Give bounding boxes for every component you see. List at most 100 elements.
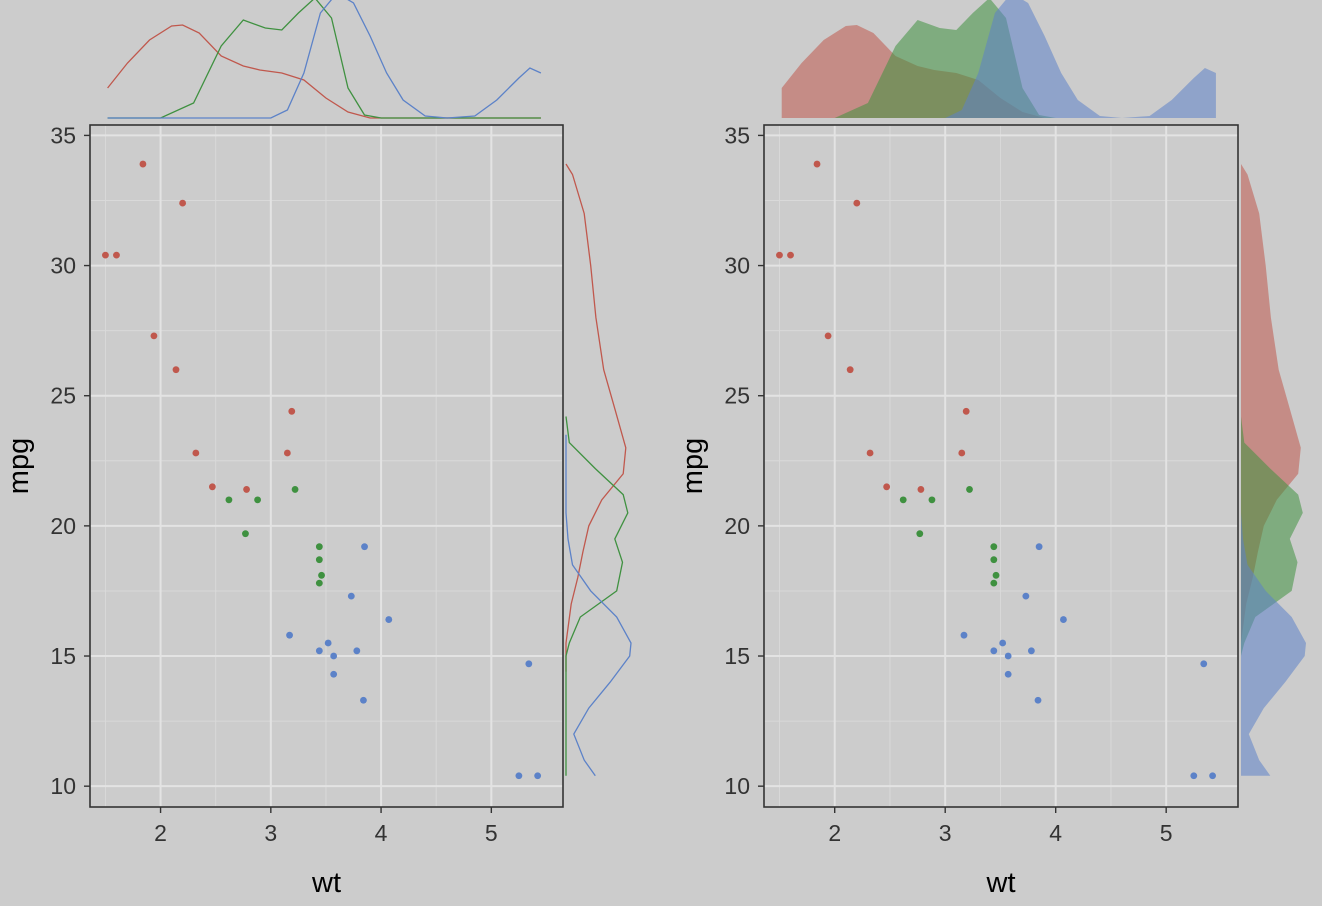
data-point-series-0 (824, 332, 832, 340)
data-point-series-2 (534, 772, 542, 780)
x-axis-title: wt (311, 867, 341, 899)
x-tick-label: 5 (1160, 820, 1173, 846)
data-point-series-2 (324, 639, 332, 647)
x-tick-label: 2 (828, 820, 841, 846)
data-point-series-0 (283, 449, 291, 457)
data-point-series-0 (150, 332, 158, 340)
y-tick-label: 15 (724, 643, 750, 669)
plot-panel (90, 125, 563, 807)
data-point-series-1 (318, 571, 325, 579)
data-point-series-0 (813, 160, 821, 168)
data-point-series-1 (928, 496, 936, 504)
y-axis-title: mpg (3, 438, 35, 494)
plot-right: 2 3 4 5 10 15 20 25 30 35 wt mpg (677, 0, 1306, 899)
x-tick-label: 3 (264, 820, 277, 846)
data-point-series-2 (315, 647, 323, 655)
y-tick-label: 20 (724, 513, 750, 539)
panel-border (89, 124, 564, 808)
grid-lines (764, 125, 1238, 807)
x-axis-title: wt (986, 867, 1016, 899)
y-tick-label: 25 (50, 383, 76, 409)
x-tick-label: 5 (485, 820, 498, 846)
data-point-series-1 (225, 496, 233, 504)
y-tick-label: 30 (50, 253, 76, 279)
data-point-series-0 (179, 199, 187, 207)
data-point-series-0 (846, 366, 854, 374)
data-point-series-1 (992, 571, 1000, 579)
data-point-series-2 (990, 647, 998, 655)
data-point-series-1 (990, 543, 998, 551)
y-tick-label: 35 (724, 122, 750, 148)
data-point-series-0 (958, 449, 966, 457)
data-point-series-0 (853, 199, 861, 207)
top-density-line-series-1 (107, 0, 541, 119)
data-point-series-2 (1034, 696, 1042, 704)
top-density-line-series-0 (107, 24, 541, 119)
data-point-series-1 (966, 486, 973, 493)
data-point-series-2 (1004, 670, 1012, 678)
data-point-series-2 (385, 616, 393, 623)
y-tick-label: 10 (724, 773, 750, 799)
right-density-line-series-0 (565, 163, 627, 672)
data-point-series-2 (330, 652, 338, 660)
data-point-series-2 (525, 660, 533, 668)
right-density-area-series-1 (1241, 416, 1303, 776)
data-point-series-2 (1209, 772, 1216, 780)
data-point-series-2 (960, 631, 968, 639)
data-point-series-2 (999, 639, 1007, 647)
x-tick-label: 4 (1049, 820, 1062, 846)
data-point-series-1 (916, 530, 924, 538)
data-point-series-2 (1027, 647, 1035, 655)
data-point-series-1 (315, 556, 323, 564)
top-density-area-series-2 (781, 0, 1216, 118)
data-point-series-1 (291, 486, 299, 493)
data-point-series-2 (1022, 592, 1030, 600)
y-tick-label: 15 (50, 643, 76, 669)
right-density-area-series-2 (1241, 434, 1306, 776)
y-tick-label: 25 (724, 383, 750, 409)
data-point-series-2 (286, 631, 293, 639)
data-point-series-0 (917, 486, 925, 493)
data-point-series-1 (242, 530, 249, 538)
data-point-series-2 (360, 696, 367, 704)
data-point-series-2 (347, 592, 355, 600)
data-point-series-2 (515, 772, 523, 780)
data-point-series-2 (361, 543, 368, 551)
data-point-series-1 (899, 496, 907, 504)
x-tick-label: 2 (154, 820, 167, 846)
data-point-series-2 (1190, 772, 1198, 780)
data-point-series-0 (243, 486, 250, 493)
right-density-line-series-2 (565, 434, 632, 777)
x-tick-label: 3 (939, 820, 952, 846)
grid-lines (90, 125, 563, 807)
panel-border (763, 124, 1239, 808)
data-point-series-2 (1200, 660, 1208, 668)
data-point-series-0 (139, 160, 147, 168)
data-point-series-0 (883, 483, 891, 491)
data-point-series-0 (102, 251, 109, 259)
data-point-series-0 (776, 251, 783, 259)
y-tick-label: 30 (724, 253, 750, 279)
data-point-series-1 (315, 579, 323, 587)
y-tick-label: 35 (50, 122, 76, 148)
y-tick-label: 10 (50, 773, 76, 799)
data-point-series-0 (208, 483, 216, 491)
data-point-series-2 (1060, 616, 1067, 623)
data-point-series-1 (990, 579, 998, 587)
right-density-line-series-1 (565, 416, 629, 776)
y-axis-title: mpg (677, 438, 709, 494)
data-point-series-2 (330, 670, 338, 678)
data-point-series-2 (1004, 652, 1012, 660)
data-point-series-2 (1035, 543, 1043, 551)
data-point-series-0 (962, 407, 970, 415)
data-point-series-0 (288, 407, 296, 415)
x-tick-label: 4 (375, 820, 388, 846)
plot-panel (764, 125, 1238, 807)
plot-left: 2 3 4 5 10 15 20 25 30 35 wt mpg (3, 0, 632, 899)
y-tick-label: 20 (50, 513, 76, 539)
data-point-series-0 (866, 449, 874, 457)
data-point-series-0 (192, 449, 200, 457)
data-point-series-0 (787, 251, 794, 259)
data-point-series-1 (990, 556, 998, 564)
